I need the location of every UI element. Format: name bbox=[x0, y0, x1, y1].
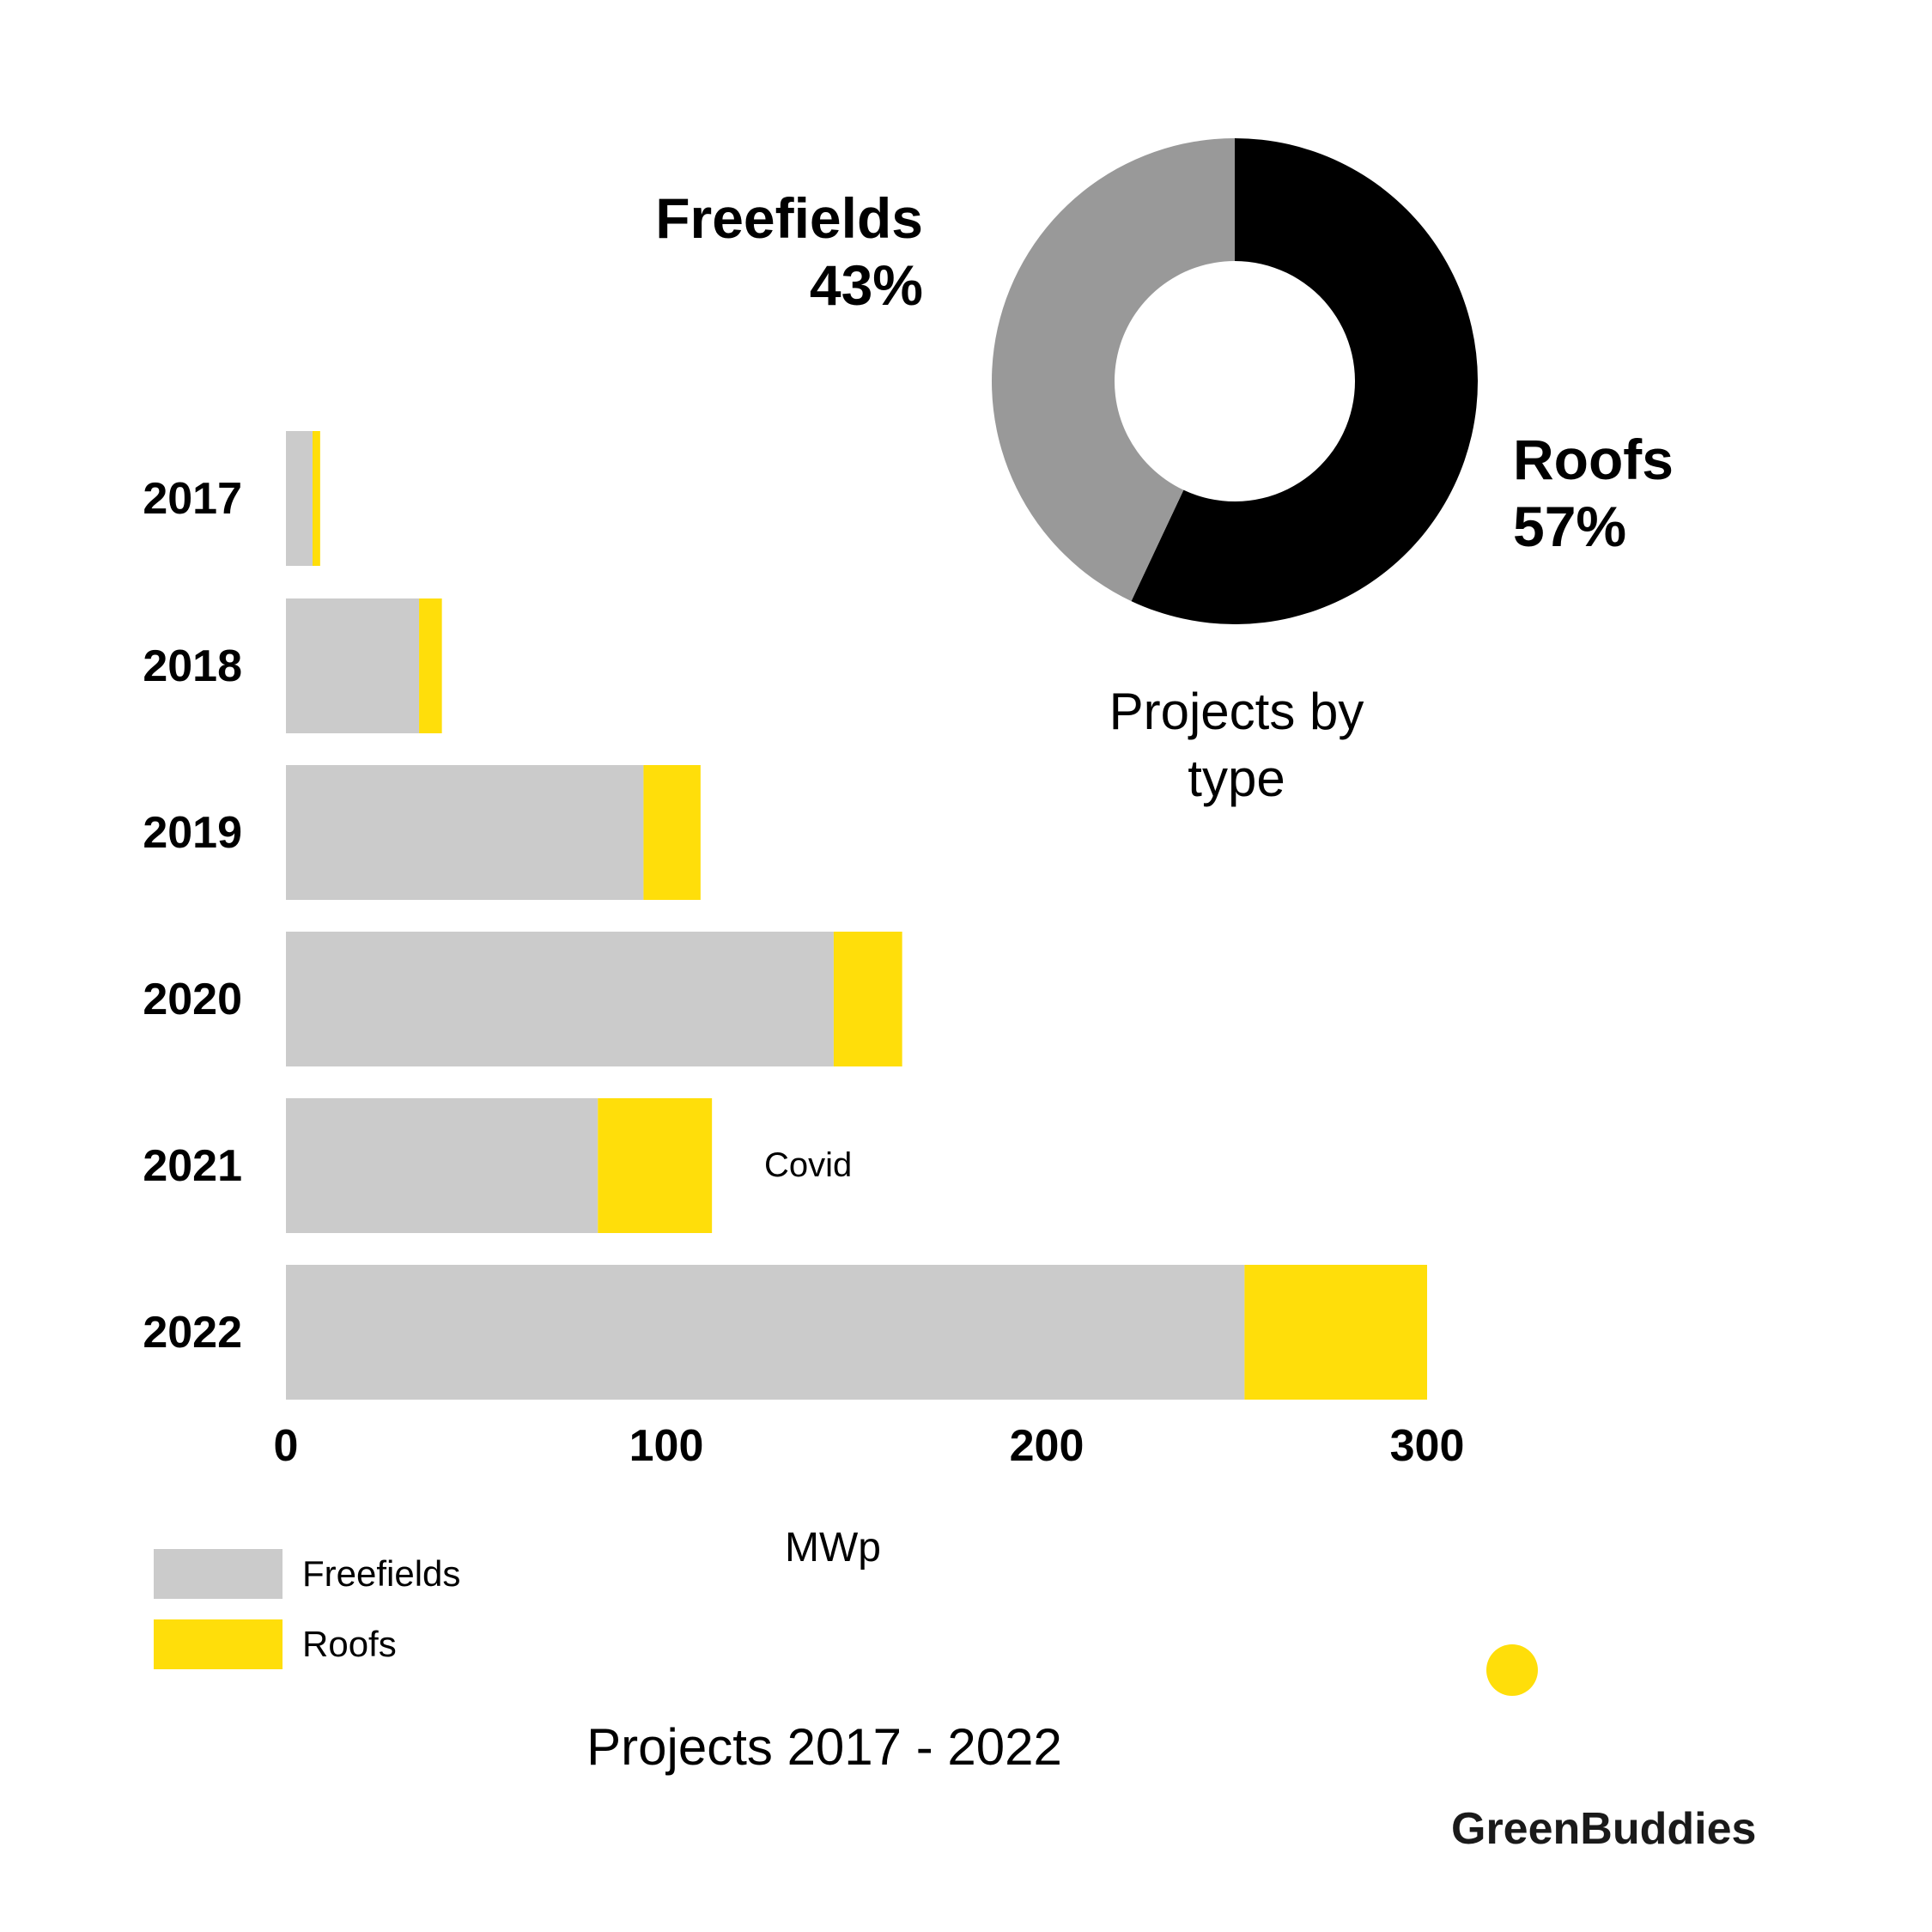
category-label-2020: 2020 bbox=[143, 974, 242, 1024]
legend-label-roofs: Roofs bbox=[302, 1624, 397, 1664]
bar-roofs-2017 bbox=[313, 431, 320, 566]
covid-annotation: Covid bbox=[764, 1146, 853, 1184]
bar-roofs-2020 bbox=[833, 932, 902, 1066]
bar-freefields-2018 bbox=[286, 598, 420, 733]
bar-freefields-2022 bbox=[286, 1265, 1245, 1400]
legend-swatch-roofs bbox=[154, 1619, 283, 1669]
donut-label-percent: 57% bbox=[1513, 495, 1627, 558]
x-tick-200: 200 bbox=[1009, 1421, 1084, 1471]
donut-label-percent: 43% bbox=[809, 253, 923, 317]
donut-label-roofs: Roofs 57% bbox=[1513, 426, 1856, 560]
bar-roofs-2019 bbox=[643, 765, 701, 900]
category-label-2019: 2019 bbox=[143, 807, 242, 858]
bar-roofs-2022 bbox=[1244, 1265, 1427, 1400]
x-tick-0: 0 bbox=[273, 1421, 299, 1471]
x-axis-title: MWp bbox=[785, 1525, 881, 1571]
category-label-2018: 2018 bbox=[143, 641, 242, 691]
bar-freefields-2017 bbox=[286, 431, 313, 566]
bar-freefields-2019 bbox=[286, 765, 644, 900]
x-tick-300: 300 bbox=[1389, 1421, 1465, 1471]
bar-freefields-2021 bbox=[286, 1098, 598, 1233]
bar-chart-title: Projects 2017 - 2022 bbox=[586, 1718, 1062, 1776]
brand-logo-text: GreenBuddies bbox=[1451, 1804, 1757, 1854]
donut-title: Projects by type bbox=[1109, 683, 1364, 807]
category-label-2022: 2022 bbox=[143, 1307, 242, 1358]
category-label-2021: 2021 bbox=[143, 1140, 242, 1191]
donut-label-name: Roofs bbox=[1513, 428, 1674, 491]
bar-roofs-2021 bbox=[598, 1098, 713, 1233]
legend-swatch-freefields bbox=[154, 1549, 283, 1599]
category-label-2017: 2017 bbox=[143, 473, 242, 524]
donut-slice-roofs bbox=[1131, 138, 1479, 624]
x-tick-100: 100 bbox=[629, 1421, 704, 1471]
brand-dot bbox=[1486, 1644, 1538, 1696]
donut-label-name: Freefields bbox=[655, 186, 923, 250]
donut-label-freefields: Freefields 43% bbox=[575, 185, 923, 319]
bar-freefields-2020 bbox=[286, 932, 834, 1066]
legend-label-freefields: Freefields bbox=[302, 1553, 461, 1594]
bar-roofs-2018 bbox=[419, 598, 442, 733]
donut-slice-freefields bbox=[992, 138, 1235, 602]
